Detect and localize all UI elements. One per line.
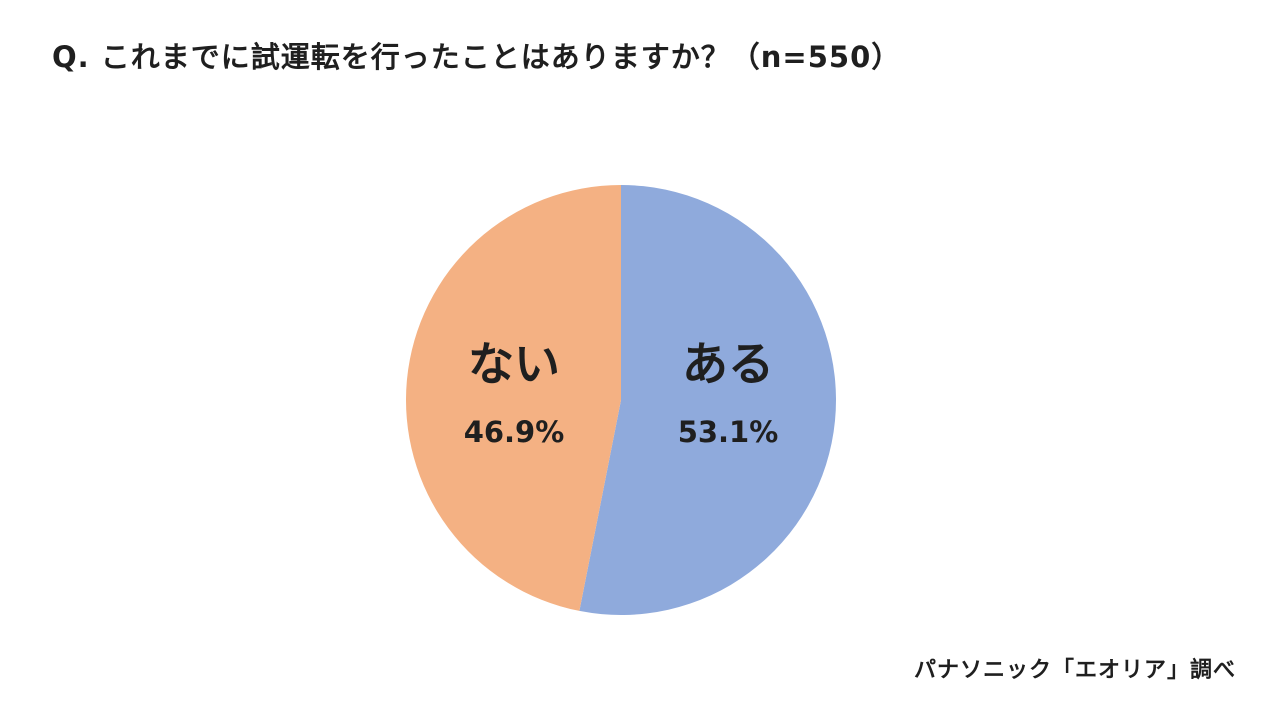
chart-title: Q. これまでに試運転を行ったことはありますか？（n=550） [52,40,902,74]
pie-slice-1 [405,185,621,611]
source-credit: パナソニック「エオリア」調べ [913,658,1236,683]
pie-slices [405,185,836,615]
pie-labels: ある 53.1% ない 46.9% [464,337,779,449]
slice-value-label-0: 53.1% [678,415,779,449]
slice-value-label-1: 46.9% [464,415,565,449]
pie-slice-0 [579,185,836,615]
slice-category-label-1: ない [468,337,560,391]
slice-category-label-0: ある [682,337,774,391]
